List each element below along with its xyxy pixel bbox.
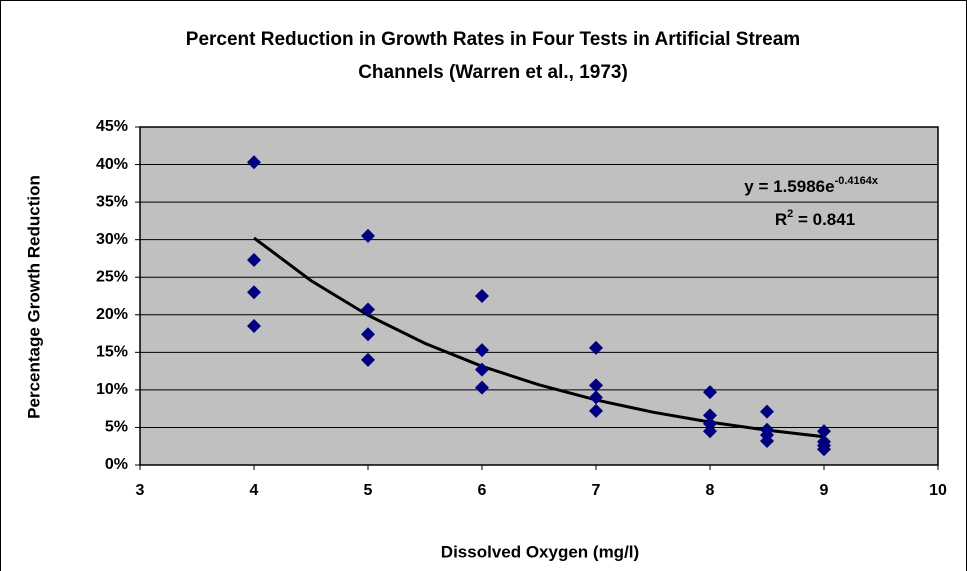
r-squared: R2 = 0.841 [775, 208, 855, 230]
y-tick-label: 25% [96, 268, 128, 285]
data-point [361, 302, 375, 317]
equation-exponent: -0.4164x [835, 175, 879, 187]
y-tick-label: 30% [96, 231, 128, 248]
x-tick-label: 3 [136, 482, 145, 499]
x-tick-label: 4 [250, 482, 259, 499]
r2-value: = 0.841 [793, 210, 855, 229]
y-tick-label: 20% [96, 306, 128, 323]
data-point [475, 289, 489, 303]
data-point [817, 442, 831, 457]
chart-title: Channels (Warren et al., 1973) [358, 62, 628, 83]
data-point [760, 433, 774, 448]
x-tick-label: 7 [592, 482, 601, 499]
r2-base: R [775, 210, 787, 229]
data-point [361, 352, 375, 367]
data-point [247, 252, 261, 267]
data-point [475, 380, 489, 395]
plot-border [139, 126, 939, 466]
y-tick-label: 5% [105, 419, 128, 436]
x-tick-label: 9 [820, 482, 829, 499]
data-point [475, 362, 489, 377]
x-tick-label: 5 [364, 482, 373, 499]
equation-text: y = 1.5986e [744, 177, 834, 196]
data-point [703, 385, 717, 400]
y-tick-label: 10% [96, 381, 128, 398]
data-point [589, 378, 603, 393]
y-axis-label: Percentage Growth Reduction [24, 175, 43, 419]
plot-area [140, 127, 938, 465]
y-tick-label: 40% [96, 156, 128, 173]
r2-exponent: 2 [787, 208, 793, 220]
data-point [361, 228, 375, 243]
y-tick-label: 0% [105, 456, 128, 473]
data-point [589, 403, 603, 418]
trendline [253, 236, 825, 439]
chart-title: Percent Reduction in Growth Rates in Fou… [186, 29, 800, 50]
data-point [247, 155, 261, 170]
y-tick-label: 15% [96, 344, 128, 361]
trendline-equation: y = 1.5986e-0.4164x [744, 175, 879, 197]
data-point [703, 424, 717, 439]
data-point [760, 404, 774, 419]
x-tick-label: 6 [478, 482, 487, 499]
data-point [475, 343, 489, 358]
y-tick-label: 35% [96, 193, 128, 210]
data-point [247, 319, 261, 334]
data-point [817, 424, 831, 439]
data-point [703, 416, 717, 431]
data-point [589, 340, 603, 355]
data-point [247, 285, 261, 300]
x-tick-label: 10 [929, 482, 947, 499]
x-axis-label: Dissolved Oxygen (mg/l) [441, 542, 639, 561]
data-point [703, 408, 717, 423]
x-tick-label: 8 [706, 482, 715, 499]
data-point [361, 327, 375, 342]
data-point [589, 390, 603, 405]
y-tick-label: 45% [96, 118, 128, 135]
